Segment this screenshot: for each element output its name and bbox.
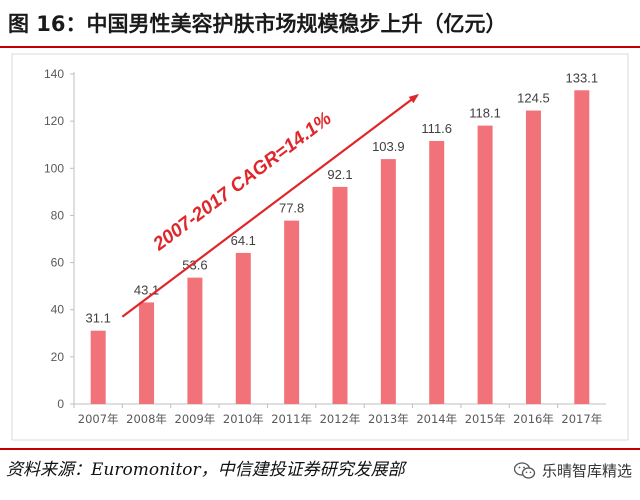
- x-tick-label: 2009年: [175, 412, 216, 426]
- y-tick-label: 80: [51, 208, 65, 222]
- data-label: 43.1: [134, 282, 159, 297]
- x-tick-label: 2013年: [368, 412, 409, 426]
- y-tick-label: 20: [51, 350, 65, 364]
- data-label: 124.5: [517, 91, 550, 106]
- x-tick-label: 2010年: [223, 412, 264, 426]
- axes: 0 20 40 60 80 100 120 140 2007年 2008年 2009年 2010年 20…: [44, 67, 606, 426]
- bar: [139, 302, 155, 404]
- x-tick-label: 2017年: [561, 412, 602, 426]
- bar-chart: 0 20 40 60 80 100 120 140 2007年 2008年 2009年 2010年 20…: [11, 53, 629, 441]
- data-label: 111.6: [421, 121, 452, 136]
- bar: [187, 277, 203, 404]
- data-label: 92.1: [327, 167, 352, 182]
- y-tick-label: 0: [57, 397, 64, 411]
- bar: [477, 125, 493, 404]
- bar: [284, 220, 300, 404]
- value-labels: 31.1 43.1 53.6 64.1 77.8 92.1 103.9 111.6 118.1 1…: [86, 70, 599, 325]
- data-label: 133.1: [566, 70, 599, 85]
- x-tick-label: 2007年: [78, 412, 119, 426]
- bars: [90, 90, 590, 405]
- data-label: 103.9: [372, 139, 405, 154]
- bar: [525, 110, 541, 405]
- chart-frame: [11, 53, 629, 441]
- source-note: 资料来源：Euromonitor，中信建投证券研究发展部: [6, 460, 405, 480]
- bar: [574, 90, 590, 404]
- x-tick-label: 2014年: [416, 412, 457, 426]
- bar: [90, 330, 106, 404]
- y-tick-label: 140: [44, 67, 64, 81]
- x-tick-label: 2008年: [126, 412, 167, 426]
- bar: [235, 252, 251, 404]
- cagr-arrow: [121, 94, 419, 318]
- x-tick-label: 2011年: [271, 412, 312, 426]
- figure-title: 图 16：中国男性美容护肤市场规模稳步上升（亿元）: [8, 12, 507, 36]
- data-label: 77.8: [279, 201, 304, 216]
- bar: [429, 140, 445, 404]
- x-tick-label: 2016年: [513, 412, 554, 426]
- y-tick-label: 60: [51, 256, 65, 270]
- wechat-icon: [513, 462, 536, 479]
- cagr-annotation: 2007-2017 CAGR=14.1%: [121, 94, 419, 318]
- y-tick-label: 100: [44, 161, 64, 175]
- footer-divider: [0, 448, 640, 450]
- bar: [332, 186, 348, 404]
- title-divider: [0, 46, 640, 48]
- data-label: 53.6: [182, 258, 207, 273]
- watermark: 乐晴智库精选: [513, 458, 632, 484]
- x-tick-label: 2015年: [465, 412, 506, 426]
- data-label: 64.1: [231, 233, 256, 248]
- y-tick-label: 120: [44, 114, 64, 128]
- y-tick-label: 40: [51, 303, 65, 317]
- data-label: 31.1: [86, 311, 111, 326]
- x-tick-label: 2012年: [320, 412, 361, 426]
- watermark-text: 乐晴智库精选: [541, 462, 632, 480]
- bar: [380, 159, 396, 404]
- data-label: 118.1: [469, 106, 501, 121]
